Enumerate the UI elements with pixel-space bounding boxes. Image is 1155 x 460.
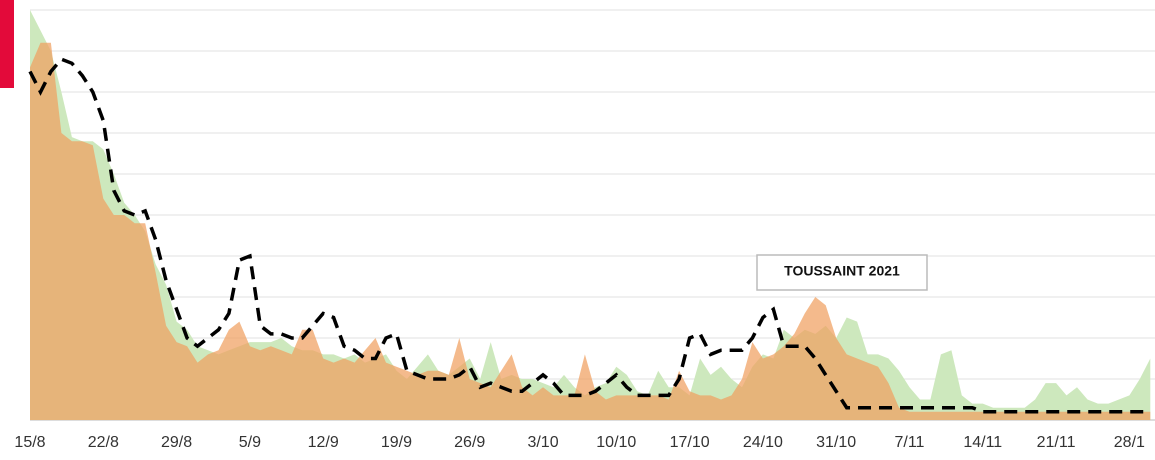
x-tick-label: 21/11 [1037,434,1076,451]
x-tick-label: 5/9 [239,434,261,451]
x-tick-label: 29/8 [161,434,192,451]
x-tick-label: 19/9 [381,434,412,451]
x-tick-label: 10/10 [596,434,636,451]
area [30,42,1151,421]
x-tick-label: 12/9 [308,434,339,451]
x-axis: 15/8 22/8 29/8 5/9 12/9 19/9 26/9 3/10 10/10 17/1… [14,434,1145,451]
plot [28,10,1151,421]
x-tick-label: 14/11 [963,434,1002,451]
x-tick-label: 15/8 [14,434,45,451]
x-tick-label: 24/10 [743,434,783,451]
x-tick-label: 7/11 [895,434,925,451]
x-tick-label: 22/8 [88,434,119,451]
brand-bar [0,0,14,88]
x-tick-label: 31/10 [816,434,856,451]
annotation-box [756,254,928,291]
x-tick-label: 17/10 [670,434,710,451]
x-tick-label: 26/9 [454,434,485,451]
x-tick-label: 3/10 [527,434,558,451]
x-tick-label: 28/1 [1114,434,1145,451]
annotation: TOUSSAINT 2021 [784,263,900,279]
dashed-line [28,57,1151,414]
